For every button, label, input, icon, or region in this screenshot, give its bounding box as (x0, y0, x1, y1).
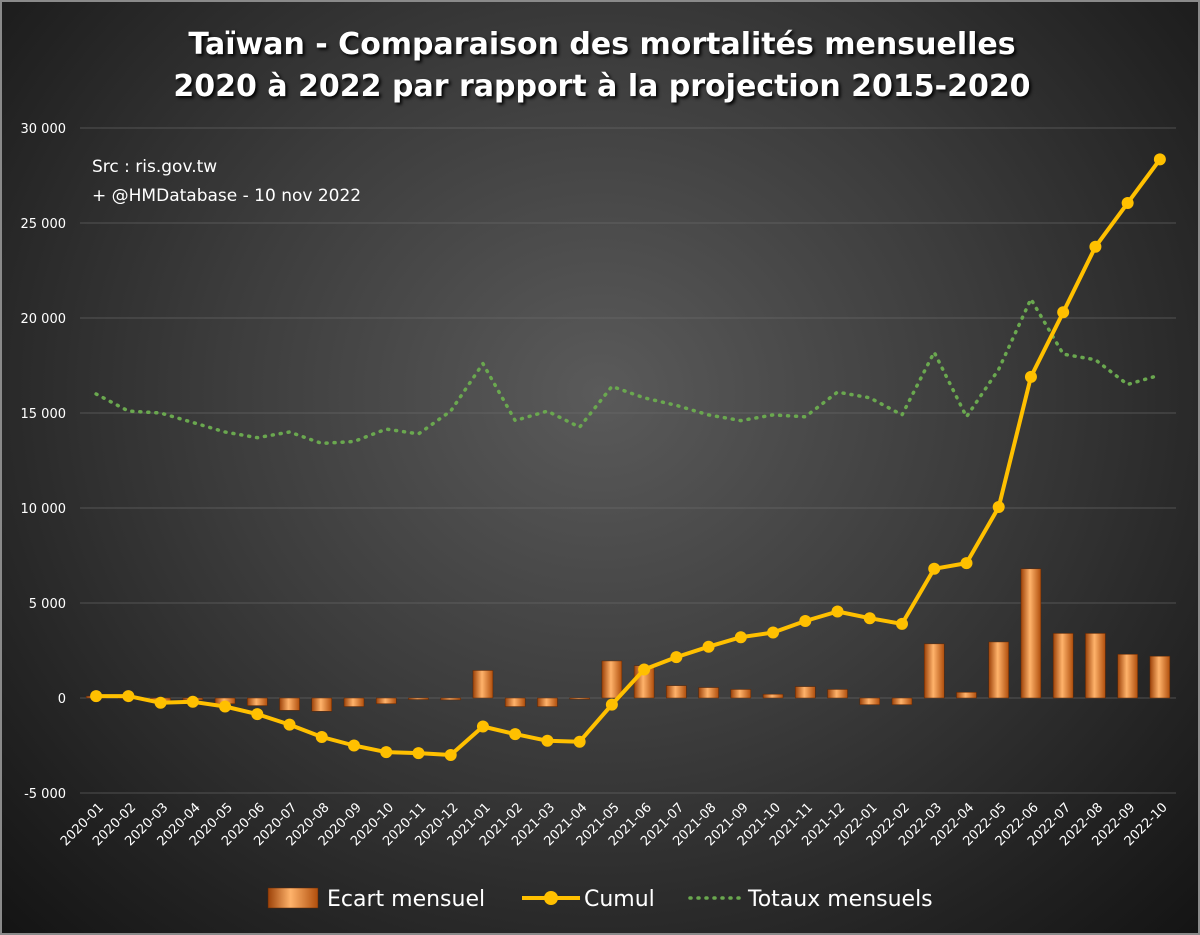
legend-label-ecart-mensuel: Ecart mensuel (327, 887, 485, 912)
bar-ecart-mensuel (408, 697, 429, 700)
point-cumul (928, 562, 941, 575)
point-cumul (1153, 153, 1166, 166)
point-cumul (186, 695, 199, 708)
point-cumul (1089, 240, 1102, 253)
point-cumul (412, 747, 425, 760)
bar-ecart-mensuel (827, 689, 848, 699)
point-cumul (348, 739, 360, 752)
bar-ecart-mensuel (1020, 568, 1042, 699)
line-cumul (96, 158, 1162, 757)
bar-ecart-mensuel (666, 685, 687, 699)
point-cumul (251, 708, 264, 721)
point-cumul (90, 690, 103, 703)
bar-ecart-mensuel (311, 697, 333, 712)
bar-ecart-mensuel (1149, 655, 1171, 699)
point-cumul (509, 728, 522, 741)
annotation-line: + @HMDatabase - 10 nov 2022 (92, 186, 361, 206)
series-totaux-mensuels (94, 297, 1162, 446)
source-annotation: Src : ris.gov.tw + @HMDatabase - 10 nov 2… (92, 157, 361, 206)
bar-ecart-mensuel (891, 697, 913, 705)
point-cumul (638, 663, 651, 676)
bar-ecart-mensuel (247, 697, 268, 706)
bar-ecart-mensuel (988, 641, 1009, 699)
point-cumul (605, 698, 618, 711)
point-cumul (1057, 306, 1070, 319)
legend-label-totaux-mensuels: Totaux mensuels (747, 887, 933, 912)
chart-title: Taïwan - Comparaison des mortalités mens… (2, 24, 1200, 108)
bar-ecart-mensuel (472, 670, 494, 699)
y-tick-label: 15 000 (21, 407, 67, 422)
point-cumul (1024, 370, 1037, 383)
bar-ecart-mensuel (956, 692, 977, 699)
point-cumul (670, 651, 683, 664)
point-cumul (992, 501, 1005, 514)
y-tick-label: -5 000 (24, 787, 66, 802)
point-cumul (702, 640, 715, 653)
bar-ecart-mensuel (279, 697, 300, 711)
point-cumul (573, 735, 586, 748)
x-axis-tick-labels: 2020-012020-022020-032020-042020-052020-… (58, 800, 1171, 849)
bar-ecart-mensuel (698, 687, 719, 699)
point-cumul (283, 718, 296, 731)
y-tick-label: 0 (58, 692, 66, 707)
bar-ecart-mensuel (730, 689, 752, 699)
bar-ecart-mensuel (1085, 633, 1106, 699)
chart-title-line-2: 2020 à 2022 par rapport à la projection … (173, 69, 1031, 104)
bar-ecart-mensuel (504, 697, 526, 707)
point-cumul (476, 720, 489, 733)
bar-ecart-mensuel (343, 697, 365, 707)
bar-ecart-mensuel (1117, 654, 1138, 699)
bar-ecart-mensuel (923, 643, 945, 699)
bar-ecart-mensuel (440, 697, 461, 701)
point-cumul (863, 612, 876, 625)
point-cumul (799, 615, 812, 628)
point-cumul (1121, 197, 1134, 210)
bar-ecart-mensuel (859, 697, 881, 705)
point-cumul (896, 617, 908, 630)
bar-ecart-mensuel (569, 697, 590, 700)
series-cumul (90, 153, 1166, 761)
bar-ecart-mensuel (537, 697, 558, 707)
bar-ecart-mensuel (762, 693, 784, 699)
point-cumul (444, 749, 457, 761)
annotation-line: Src : ris.gov.tw (92, 157, 217, 177)
point-cumul (960, 557, 973, 570)
gridlines (80, 127, 1176, 794)
point-cumul (315, 730, 328, 743)
point-cumul (541, 734, 554, 747)
y-tick-label: 20 000 (21, 312, 67, 327)
point-cumul (219, 700, 232, 713)
bar-ecart-mensuel (375, 697, 397, 704)
y-tick-label: 30 000 (21, 122, 67, 137)
y-tick-label: 10 000 (21, 502, 67, 517)
chart-title-line-1: Taïwan - Comparaison des mortalités mens… (188, 27, 1016, 62)
bar-ecart-mensuel (601, 660, 623, 699)
y-tick-label: 5 000 (29, 597, 66, 612)
point-cumul (154, 696, 167, 709)
y-tick-label: 25 000 (21, 217, 67, 232)
line-totaux-mensuels (94, 297, 1162, 446)
point-cumul (734, 631, 747, 644)
legend: Ecart mensuel Cumul Totaux mensuels (267, 887, 933, 912)
point-cumul (380, 746, 393, 759)
point-cumul (122, 690, 135, 703)
bar-ecart-mensuel (795, 686, 816, 699)
point-cumul (831, 605, 844, 618)
point-cumul (767, 626, 780, 639)
legend-marker-cumul (544, 891, 558, 905)
y-axis-tick-labels: -5 000 0 5 000 10 000 15 000 20 000 25 000 30 0… (21, 122, 67, 802)
legend-swatch-ecart-mensuel (267, 887, 319, 909)
bar-ecart-mensuel (1052, 633, 1074, 699)
legend-label-cumul: Cumul (584, 887, 655, 912)
